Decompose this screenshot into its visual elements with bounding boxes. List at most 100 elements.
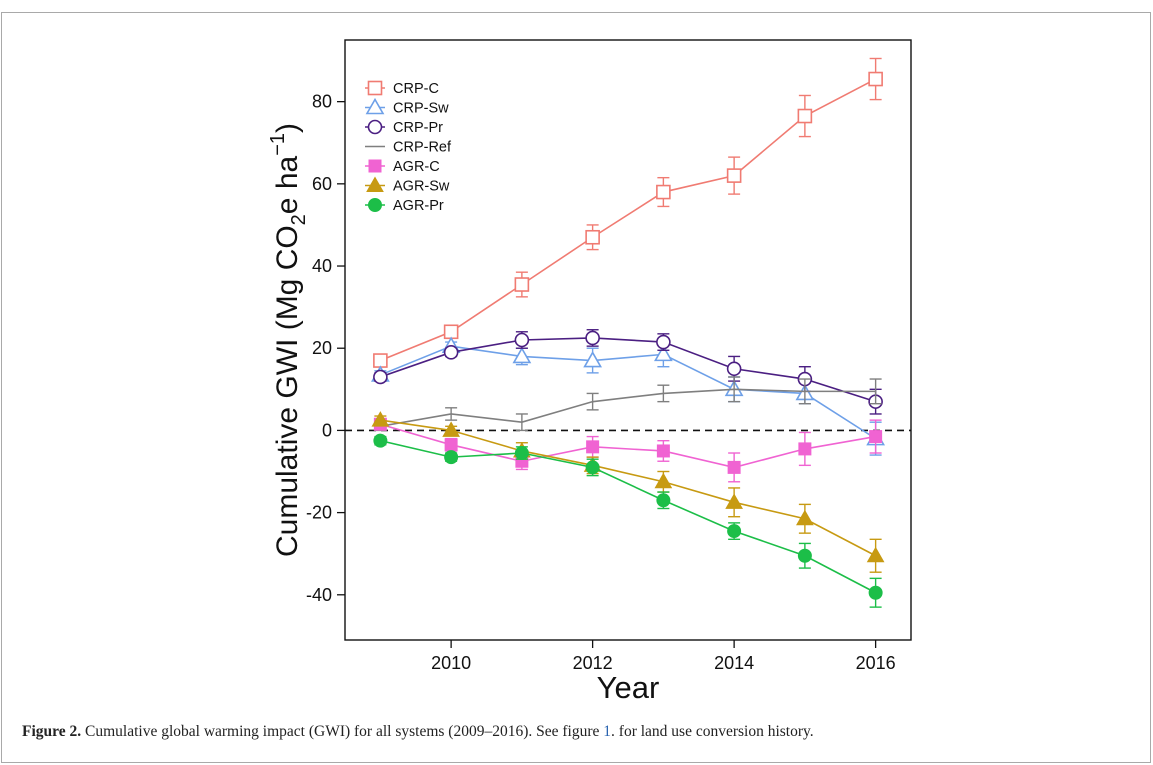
series-agr-sw [371, 411, 885, 573]
point-agr-sw-2016 [866, 546, 885, 563]
point-agr-pr-2015 [797, 548, 812, 563]
legend: CRP-C CRP-Sw CRP-Pr CRP-Ref AGR-C AGR-Sw AGR-P… [365, 80, 452, 214]
legend-item-agr-c: AGR-C [365, 159, 440, 175]
y-tick-label--20: -20 [306, 503, 332, 523]
series-line-agr-sw [380, 419, 876, 557]
x-tick-label-2014: 2014 [714, 653, 754, 673]
point-agr-sw-2013 [654, 472, 673, 489]
point-crp-pr-2013 [656, 334, 671, 350]
x-axis-title: Year [597, 670, 660, 705]
error-bar-crp-ref-2013 [657, 384, 670, 403]
y-tick-label-80: 80 [312, 92, 332, 112]
x-tick-label-2010: 2010 [431, 653, 471, 673]
point-crp-c-2015 [797, 108, 813, 124]
point-agr-pr-2012 [585, 460, 600, 475]
point-agr-pr-2009 [373, 433, 388, 448]
y-axis-title-mid: e ha [271, 155, 304, 214]
series-agr-pr [373, 433, 883, 608]
legend-marker-crp-sw [365, 97, 385, 115]
point-crp-c-2012 [585, 229, 600, 245]
point-agr-c-2013 [656, 444, 670, 458]
y-tick-label-40: 40 [312, 256, 332, 276]
caption-text-2: . for land use conversion history. [611, 723, 814, 740]
series-line-crp-ref [380, 388, 876, 428]
legend-marker-agr-pr [368, 198, 382, 212]
legend-marker-crp-pr [367, 119, 383, 135]
point-crp-c-2009 [373, 353, 388, 368]
x-tick-label-2016: 2016 [856, 653, 896, 673]
point-agr-sw-2014 [725, 493, 743, 509]
y-axis-title: Cumulative GWI (Mg CO2e ha−1) [267, 123, 310, 557]
legend-item-agr-sw: AGR-Sw [365, 176, 450, 195]
legend-marker-agr-c [368, 159, 382, 173]
point-agr-pr-2013 [656, 493, 671, 508]
point-crp-c-2010 [443, 324, 459, 340]
point-agr-pr-2011 [514, 446, 529, 461]
legend-item-crp-sw: CRP-Sw [365, 97, 449, 117]
legend-item-crp-c: CRP-C [365, 80, 439, 97]
y-tick-label--40: -40 [306, 585, 332, 605]
point-agr-sw-2009 [371, 411, 390, 427]
point-agr-c-2016 [869, 430, 883, 444]
figure-caption: Figure 2. Cumulative global warming impa… [22, 723, 814, 741]
point-agr-c-2012 [586, 440, 600, 454]
error-bar-crp-ref-2012 [586, 392, 599, 411]
legend-label-crp-c: CRP-C [393, 81, 439, 97]
point-crp-pr-2009 [373, 369, 388, 385]
error-bar-crp-ref-2015 [798, 378, 811, 405]
legend-label-agr-sw: AGR-Sw [393, 179, 450, 195]
point-crp-c-2013 [656, 184, 671, 200]
y-axis-title-subscript: 2 [288, 214, 310, 225]
point-agr-c-2015 [798, 442, 812, 456]
point-crp-sw-2012 [583, 350, 603, 368]
y-axis-title-prefix: Cumulative GWI (Mg CO [271, 225, 304, 557]
legend-item-agr-pr: AGR-Pr [365, 198, 444, 214]
point-crp-pr-2012 [585, 330, 600, 346]
legend-label-crp-ref: CRP-Ref [393, 140, 452, 156]
point-agr-c-2010 [444, 438, 458, 452]
figure-frame [1, 12, 1151, 763]
series-line-agr-c [380, 423, 876, 469]
series-line-agr-pr [380, 439, 876, 594]
error-bar-crp-ref-2016 [869, 378, 882, 405]
legend-label-agr-c: AGR-C [393, 159, 440, 175]
point-agr-sw-2015 [796, 509, 814, 526]
series-line-crp-sw [380, 345, 877, 440]
y-tick-label-20: 20 [312, 338, 332, 358]
point-crp-c-2016 [868, 71, 883, 87]
point-agr-pr-2014 [727, 524, 742, 539]
point-crp-c-2014 [726, 168, 742, 183]
legend-marker-crp-c [367, 80, 383, 96]
series-layer [370, 57, 886, 608]
legend-label-agr-pr: AGR-Pr [393, 198, 444, 214]
caption-text-1: Cumulative global warming impact (GWI) f… [81, 723, 604, 740]
series-crp-ref [374, 376, 882, 432]
y-axis-title-superscript: −1 [267, 133, 289, 156]
point-agr-pr-2016 [868, 585, 883, 600]
point-crp-sw-2013 [653, 344, 673, 362]
figure-reference-link[interactable]: 1 [603, 723, 612, 740]
series-crp-pr [373, 329, 883, 415]
error-bar-crp-ref-2010 [445, 407, 458, 421]
series-line-crp-pr [380, 337, 876, 403]
y-tick-label-60: 60 [312, 174, 332, 194]
y-axis-title-suffix: ) [271, 123, 304, 133]
point-crp-c-2011 [514, 277, 530, 292]
point-crp-pr-2011 [514, 332, 530, 348]
legend-marker-agr-sw [366, 176, 384, 192]
figure-label: Figure 2. [22, 723, 82, 740]
legend-item-crp-ref: CRP-Ref [365, 140, 452, 156]
point-crp-sw-2011 [512, 346, 532, 364]
error-bar-crp-ref-2011 [515, 413, 528, 432]
plot-frame [344, 39, 912, 641]
legend-label-crp-sw: CRP-Sw [393, 101, 449, 117]
y-tick-label-0: 0 [322, 420, 332, 440]
series-line-crp-c [380, 78, 876, 362]
x-tick-label-2012: 2012 [573, 653, 613, 673]
series-crp-c [373, 57, 883, 368]
point-crp-pr-2014 [726, 361, 742, 377]
error-bar-crp-ref-2014 [728, 376, 741, 403]
legend-item-crp-pr: CRP-Pr [365, 119, 443, 136]
point-agr-pr-2010 [444, 450, 459, 465]
